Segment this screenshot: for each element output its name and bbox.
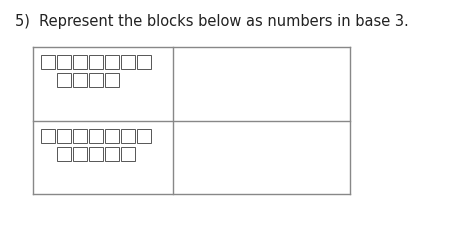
Bar xyxy=(41,129,55,143)
Bar xyxy=(41,56,55,70)
Bar xyxy=(73,56,87,70)
Bar xyxy=(105,74,119,88)
Bar xyxy=(73,74,87,88)
Bar xyxy=(89,147,103,161)
Bar xyxy=(89,56,103,70)
Bar xyxy=(121,129,135,143)
Bar xyxy=(136,129,151,143)
Bar xyxy=(73,129,87,143)
Bar xyxy=(89,74,103,88)
Bar xyxy=(57,56,71,70)
Bar xyxy=(57,129,71,143)
Text: 5)  Represent the blocks below as numbers in base 3.: 5) Represent the blocks below as numbers… xyxy=(15,14,408,29)
Bar xyxy=(121,147,135,161)
Bar xyxy=(121,56,135,70)
Bar xyxy=(105,56,119,70)
Bar xyxy=(105,129,119,143)
Bar xyxy=(105,147,119,161)
Bar xyxy=(136,56,151,70)
Bar xyxy=(73,147,87,161)
Bar xyxy=(89,129,103,143)
Bar xyxy=(57,147,71,161)
Bar xyxy=(57,74,71,88)
